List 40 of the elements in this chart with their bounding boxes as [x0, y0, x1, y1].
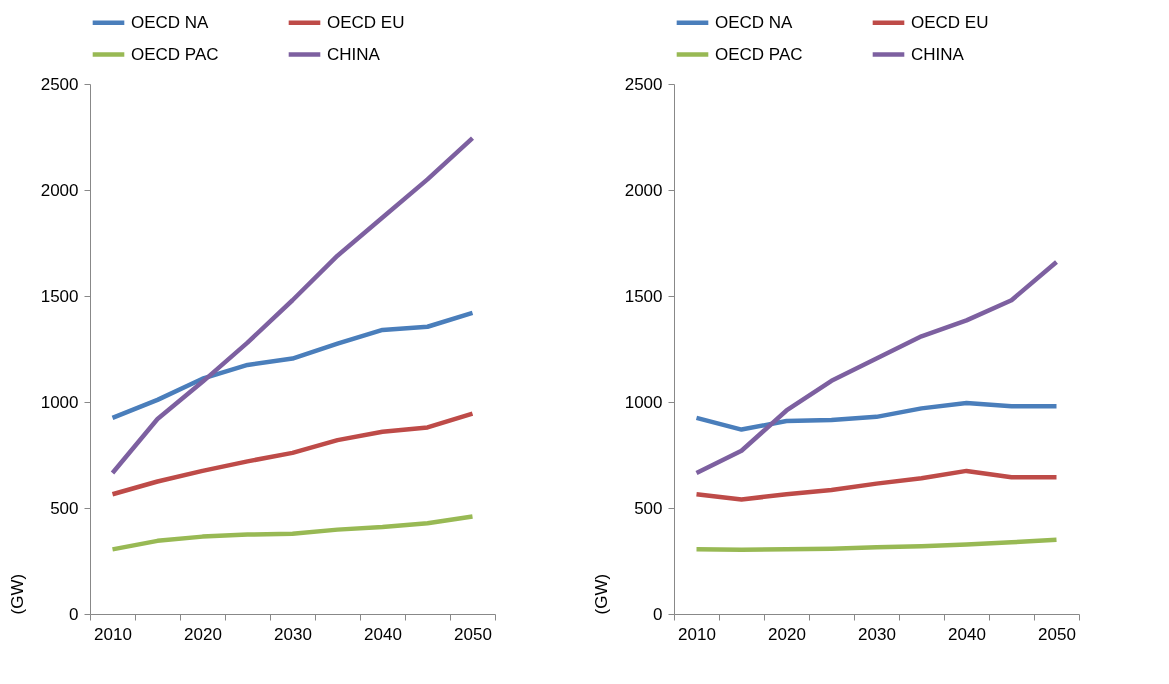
line-series: [110, 411, 475, 497]
x-tick-label: 2040: [364, 624, 402, 644]
y-tick-label: 0: [653, 604, 663, 624]
y-tick-label: 2000: [624, 180, 663, 200]
legend-label: OECD PAC: [131, 44, 219, 64]
y-tick-label: 1500: [40, 286, 79, 306]
x-tick-label: 2020: [184, 624, 222, 644]
x-tick-label: 2050: [454, 624, 492, 644]
y-tick-label: 2500: [624, 74, 663, 94]
line-series: [694, 537, 1059, 553]
y-axis-title: (GW): [591, 573, 611, 615]
line-series: [694, 259, 1059, 476]
x-tick-label: 2040: [948, 624, 986, 644]
y-tick-label: 0: [69, 604, 79, 624]
line-series: [694, 400, 1059, 432]
legend-label: OECD EU: [911, 12, 989, 32]
legend-label: OECD EU: [327, 12, 405, 32]
legend-label: CHINA: [911, 44, 965, 64]
y-tick-label: 500: [634, 498, 663, 518]
legend-label: OECD NA: [131, 12, 210, 32]
legend-label: OECD PAC: [715, 44, 803, 64]
x-tick-label: 2010: [678, 624, 716, 644]
y-axis-title: (GW): [7, 573, 27, 615]
x-tick-label: 2050: [1038, 624, 1076, 644]
y-tick-label: 1000: [40, 392, 79, 412]
y-tick-label: 2000: [40, 180, 79, 200]
legend-label: OECD NA: [715, 12, 794, 32]
line-series: [110, 514, 475, 552]
line-series: [694, 468, 1059, 502]
y-tick-label: 1000: [624, 392, 663, 412]
x-tick-label: 2030: [858, 624, 896, 644]
x-tick-label: 2010: [94, 624, 132, 644]
legend-label: CHINA: [327, 44, 381, 64]
y-tick-label: 2500: [40, 74, 79, 94]
x-tick-label: 2030: [274, 624, 312, 644]
y-tick-label: 500: [50, 498, 79, 518]
y-tick-label: 1500: [624, 286, 663, 306]
line-series: [110, 310, 475, 421]
line-series: [110, 135, 475, 476]
x-tick-label: 2020: [768, 624, 806, 644]
